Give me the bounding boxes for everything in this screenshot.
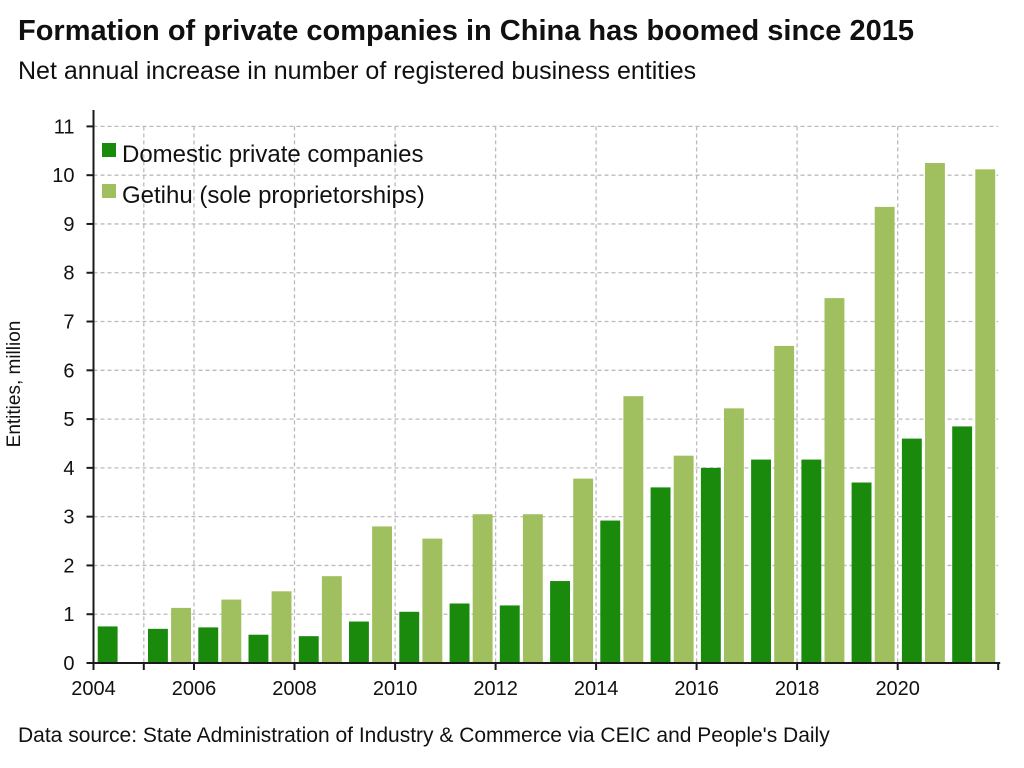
svg-text:6: 6	[63, 360, 74, 382]
svg-text:4: 4	[63, 458, 74, 480]
svg-text:2010: 2010	[373, 678, 418, 700]
svg-text:5: 5	[63, 409, 74, 431]
svg-text:8: 8	[63, 263, 74, 285]
svg-text:9: 9	[63, 214, 74, 236]
svg-text:11: 11	[54, 116, 75, 138]
svg-text:2006: 2006	[172, 678, 217, 700]
svg-text:2004: 2004	[71, 678, 116, 700]
svg-text:1: 1	[63, 604, 74, 626]
svg-text:2014: 2014	[574, 678, 619, 700]
svg-text:2012: 2012	[473, 678, 518, 700]
svg-text:7: 7	[63, 312, 74, 334]
svg-text:2018: 2018	[775, 678, 820, 700]
svg-text:2008: 2008	[272, 678, 317, 700]
svg-text:0: 0	[63, 653, 74, 675]
svg-text:10: 10	[52, 165, 74, 187]
svg-text:3: 3	[63, 507, 74, 529]
svg-text:2020: 2020	[875, 678, 920, 700]
svg-text:2: 2	[63, 555, 74, 577]
svg-text:2016: 2016	[674, 678, 719, 700]
